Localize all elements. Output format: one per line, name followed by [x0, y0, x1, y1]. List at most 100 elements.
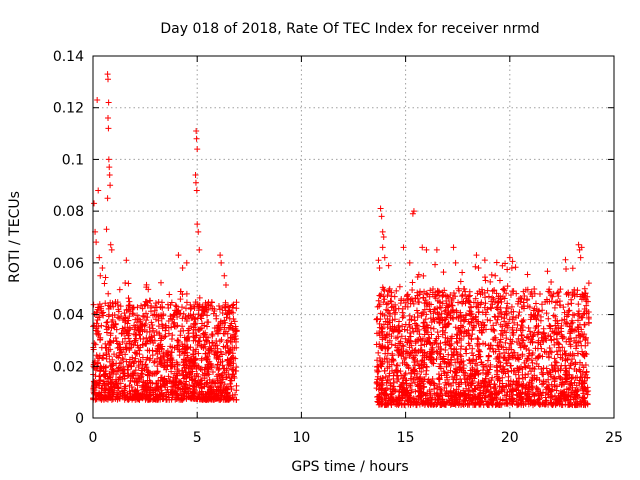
- data-point: [512, 264, 519, 271]
- data-point: [191, 362, 198, 369]
- data-point: [153, 328, 160, 335]
- data-point: [98, 322, 105, 329]
- data-point: [412, 352, 419, 359]
- x-tick-label: 15: [397, 430, 415, 446]
- data-point: [400, 313, 407, 320]
- data-point: [154, 355, 161, 362]
- data-point: [500, 369, 507, 376]
- data-point: [558, 362, 565, 369]
- data-point: [198, 384, 205, 391]
- data-point: [393, 287, 400, 294]
- data-point: [440, 269, 447, 276]
- data-point: [568, 300, 575, 307]
- data-point: [189, 392, 196, 399]
- data-point: [130, 311, 137, 318]
- data-point: [92, 395, 99, 402]
- data-point: [103, 226, 110, 233]
- data-point: [105, 290, 112, 297]
- data-point: [458, 353, 465, 360]
- data-point: [581, 310, 588, 317]
- data-point: [453, 369, 460, 376]
- data-point: [232, 355, 239, 362]
- data-point: [179, 315, 186, 322]
- data-point: [508, 265, 515, 272]
- data-point: [109, 390, 116, 397]
- data-point: [103, 364, 110, 371]
- data-point: [142, 298, 149, 305]
- data-point: [204, 363, 211, 370]
- data-point: [225, 325, 232, 332]
- data-point: [492, 272, 499, 279]
- data-point: [91, 200, 98, 207]
- data-point: [175, 252, 182, 259]
- data-point: [516, 309, 523, 316]
- data-point: [167, 377, 174, 384]
- data-point: [552, 359, 559, 366]
- data-point: [559, 401, 566, 408]
- data-point: [429, 344, 436, 351]
- data-point: [174, 337, 181, 344]
- data-point: [192, 179, 199, 186]
- data-point: [115, 385, 122, 392]
- data-point: [206, 350, 213, 357]
- data-point: [114, 344, 121, 351]
- data-point: [455, 299, 462, 306]
- data-point: [540, 325, 547, 332]
- data-point: [581, 321, 588, 328]
- data-point: [545, 315, 552, 322]
- data-point: [554, 290, 561, 297]
- data-point: [459, 269, 466, 276]
- data-point: [501, 318, 508, 325]
- data-point: [185, 327, 192, 334]
- data-point: [119, 355, 126, 362]
- data-point: [130, 370, 137, 377]
- data-point: [390, 383, 397, 390]
- data-point: [201, 341, 208, 348]
- data-point: [128, 341, 135, 348]
- data-point: [470, 388, 477, 395]
- data-point: [579, 314, 586, 321]
- data-point: [511, 367, 518, 374]
- data-point: [548, 278, 555, 285]
- data-point: [405, 365, 412, 372]
- data-point: [144, 396, 151, 403]
- data-point: [219, 351, 226, 358]
- data-point: [170, 320, 177, 327]
- data-point: [171, 363, 178, 370]
- data-point: [220, 388, 227, 395]
- data-point: [213, 315, 220, 322]
- data-point: [146, 329, 153, 336]
- data-point: [93, 330, 100, 337]
- data-point: [555, 340, 562, 347]
- data-point: [157, 374, 164, 381]
- data-point: [485, 293, 492, 300]
- data-point: [377, 310, 384, 317]
- data-point: [125, 332, 132, 339]
- data-point: [496, 383, 503, 390]
- data-point: [430, 325, 437, 332]
- data-point: [510, 349, 517, 356]
- data-point: [438, 388, 445, 395]
- data-point: [379, 325, 386, 332]
- data-point: [415, 326, 422, 333]
- data-point: [425, 334, 432, 341]
- data-point: [548, 362, 555, 369]
- data-point: [228, 355, 235, 362]
- data-point: [169, 316, 176, 323]
- data-point: [529, 359, 536, 366]
- data-point: [152, 304, 159, 311]
- data-point: [452, 370, 459, 377]
- data-point: [387, 319, 394, 326]
- data-point: [134, 324, 141, 331]
- data-point: [233, 327, 240, 334]
- data-point: [114, 302, 121, 309]
- data-point: [439, 327, 446, 334]
- data-point: [102, 300, 109, 307]
- data-point: [169, 344, 176, 351]
- data-point: [494, 342, 501, 349]
- data-point: [115, 384, 122, 391]
- data-point: [198, 385, 205, 392]
- data-point: [121, 392, 128, 399]
- data-point: [116, 349, 123, 356]
- data-point: [523, 357, 530, 364]
